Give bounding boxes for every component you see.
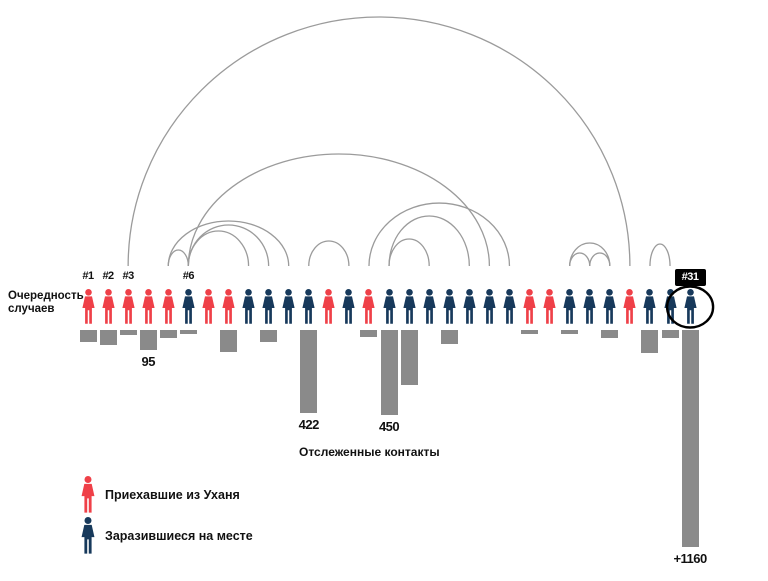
case-31-person-icon — [683, 289, 698, 324]
case-24-person-icon — [542, 289, 557, 324]
case-20-person-icon — [462, 289, 477, 324]
case-27-contacts-bar — [601, 330, 619, 338]
case-6-contacts-bar — [179, 330, 197, 334]
transmission-arc-5-11 — [167, 220, 290, 267]
case-21-person-icon — [482, 289, 497, 324]
transmission-arc-25-27 — [569, 242, 611, 267]
case-22-person-icon — [502, 289, 517, 324]
case-10-contacts-bar — [260, 330, 278, 342]
case-14-person-icon — [341, 289, 356, 324]
case-30-contacts-bar — [661, 330, 679, 338]
transmission-arc-3-28 — [127, 16, 631, 267]
transmission-arc-29-30 — [649, 243, 671, 267]
transmission-arc-6-9 — [187, 230, 250, 267]
transmission-arc-26-27 — [589, 252, 611, 267]
case-order-axis-label: Очередность случаев — [8, 290, 84, 315]
transmission-arc-16-20 — [388, 215, 470, 267]
case-17-contacts-bar — [400, 330, 418, 385]
case-16-person-icon — [382, 289, 397, 324]
case-26-person-icon — [582, 289, 597, 324]
transmission-arc-6-21 — [187, 153, 491, 267]
case-25-person-icon — [562, 289, 577, 324]
case-23-person-icon — [522, 289, 537, 324]
transmission-arc-15-22 — [368, 202, 511, 267]
case-13-person-icon — [321, 289, 336, 324]
case-17-person-icon — [402, 289, 417, 324]
case-10-person-icon — [261, 289, 276, 324]
case-25-contacts-bar — [561, 330, 579, 334]
case-4-contacts-value: 95 — [141, 354, 155, 369]
case-12-contacts-value: 422 — [298, 417, 320, 432]
legend-item-wuhan: Приехавшие из Уханя — [80, 476, 240, 513]
case-6-person-icon — [181, 289, 196, 324]
case-3-tag: #3 — [122, 270, 135, 282]
case-1-person-icon — [81, 289, 96, 324]
case-15-contacts-bar — [360, 330, 378, 337]
transmission-arc-12-14 — [308, 240, 350, 267]
case-19-contacts-bar — [440, 330, 458, 344]
legend-label-local: Заразившиеся на месте — [105, 528, 253, 543]
transmission-arc-5-6 — [167, 249, 189, 267]
local-person-icon — [80, 517, 96, 554]
case-28-person-icon — [622, 289, 637, 324]
case-23-contacts-bar — [521, 330, 539, 334]
case-2-person-icon — [101, 289, 116, 324]
case-11-person-icon — [281, 289, 296, 324]
transmission-arc-6-10 — [187, 224, 270, 267]
case-19-person-icon — [442, 289, 457, 324]
case-31-contacts-bar — [681, 330, 699, 547]
case-6-tag: #6 — [182, 270, 195, 282]
case-4-contacts-bar — [139, 330, 157, 350]
legend-label-wuhan: Приехавшие из Уханя — [105, 487, 240, 502]
case-7-person-icon — [201, 289, 216, 324]
case-2-contacts-bar — [99, 330, 117, 345]
wuhan-person-icon — [80, 476, 96, 513]
case-29-person-icon — [642, 289, 657, 324]
case-16-contacts-value: 450 — [378, 419, 400, 434]
case-3-person-icon — [121, 289, 136, 324]
case-12-person-icon — [301, 289, 316, 324]
traced-contacts-axis-label: Отслеженные контакты — [299, 445, 440, 459]
case-15-person-icon — [361, 289, 376, 324]
case-18-person-icon — [422, 289, 437, 324]
case-9-person-icon — [241, 289, 256, 324]
case-12-contacts-bar — [300, 330, 318, 413]
legend-item-local: Заразившиеся на месте — [80, 517, 253, 554]
case-2-tag: #2 — [102, 270, 114, 282]
case-5-person-icon — [161, 289, 176, 324]
case-4-person-icon — [141, 289, 156, 324]
case-16-contacts-bar — [380, 330, 398, 415]
case-29-contacts-bar — [641, 330, 659, 353]
case-31-tag-badge: #31 — [674, 269, 706, 286]
case-1-tag: #1 — [82, 270, 94, 282]
transmission-arc-16-18 — [388, 238, 430, 267]
case-8-contacts-bar — [219, 330, 237, 352]
transmission-arc-25-26 — [569, 252, 591, 267]
case-30-person-icon — [663, 289, 678, 324]
case-5-contacts-bar — [159, 330, 177, 338]
case-27-person-icon — [602, 289, 617, 324]
case-1-contacts-bar — [79, 330, 97, 342]
case-31-contacts-value: +1160 — [673, 551, 707, 566]
case-3-contacts-bar — [119, 330, 137, 335]
case-8-person-icon — [221, 289, 236, 324]
